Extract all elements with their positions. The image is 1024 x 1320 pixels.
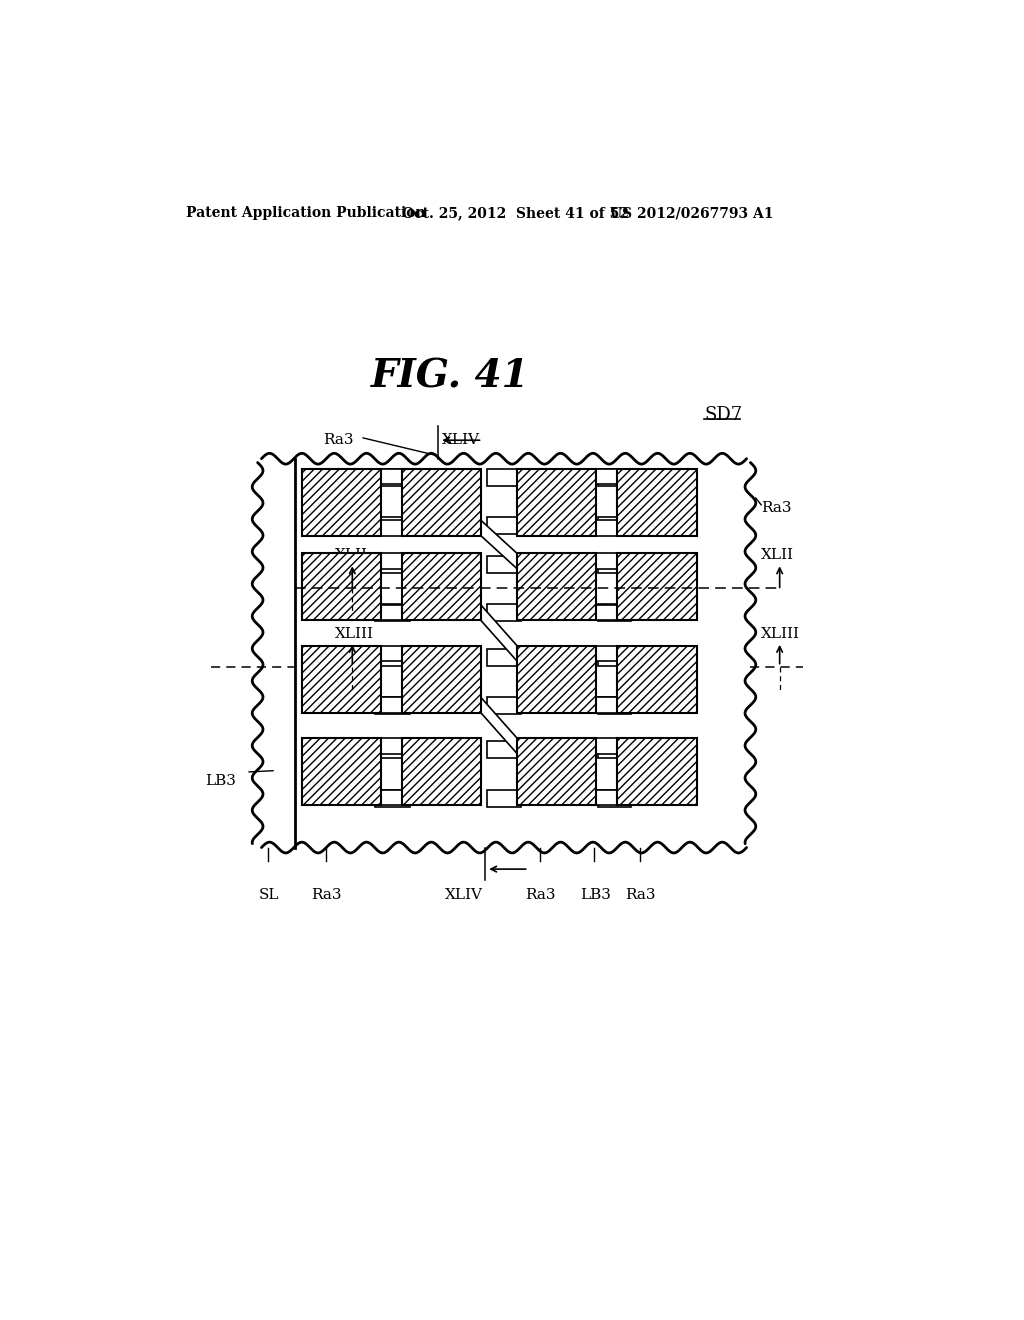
Bar bbox=[596, 469, 617, 484]
Text: Ra3: Ra3 bbox=[310, 887, 341, 902]
Bar bbox=[617, 738, 696, 805]
Polygon shape bbox=[376, 789, 410, 807]
Text: LB3: LB3 bbox=[205, 775, 237, 788]
Polygon shape bbox=[376, 556, 410, 573]
Bar bbox=[617, 553, 696, 620]
Bar bbox=[517, 738, 596, 805]
Polygon shape bbox=[598, 742, 631, 758]
Polygon shape bbox=[376, 649, 410, 665]
Polygon shape bbox=[487, 517, 521, 535]
Bar bbox=[596, 645, 617, 661]
Polygon shape bbox=[487, 697, 521, 714]
Text: Ra3: Ra3 bbox=[524, 887, 555, 902]
Polygon shape bbox=[409, 459, 959, 847]
Bar bbox=[301, 738, 381, 805]
Text: LB3: LB3 bbox=[581, 887, 611, 902]
Bar bbox=[295, 459, 751, 847]
Text: XLIII: XLIII bbox=[335, 627, 374, 640]
Polygon shape bbox=[481, 520, 517, 569]
Bar bbox=[517, 469, 596, 536]
Text: Oct. 25, 2012  Sheet 41 of 52: Oct. 25, 2012 Sheet 41 of 52 bbox=[401, 206, 629, 220]
Polygon shape bbox=[487, 742, 521, 758]
Bar bbox=[381, 520, 401, 536]
Text: Ra3: Ra3 bbox=[324, 433, 354, 447]
Bar bbox=[258, 459, 295, 847]
Polygon shape bbox=[376, 469, 410, 486]
Bar bbox=[401, 469, 481, 536]
Text: FIG. 41: FIG. 41 bbox=[371, 358, 529, 395]
Polygon shape bbox=[376, 742, 410, 758]
Bar bbox=[301, 645, 381, 713]
Polygon shape bbox=[376, 697, 410, 714]
Text: XLII: XLII bbox=[335, 548, 368, 562]
Polygon shape bbox=[487, 789, 521, 807]
Text: US 2012/0267793 A1: US 2012/0267793 A1 bbox=[609, 206, 773, 220]
Polygon shape bbox=[598, 469, 631, 486]
Polygon shape bbox=[376, 605, 410, 622]
Bar bbox=[401, 738, 481, 805]
Bar bbox=[381, 469, 401, 484]
Bar bbox=[596, 520, 617, 536]
Bar bbox=[596, 553, 617, 569]
Bar bbox=[596, 697, 617, 713]
Bar bbox=[301, 553, 381, 620]
Polygon shape bbox=[598, 697, 631, 714]
Polygon shape bbox=[598, 517, 631, 535]
Bar bbox=[381, 738, 401, 754]
Text: XLII: XLII bbox=[761, 548, 795, 562]
Bar bbox=[517, 645, 596, 713]
Bar bbox=[517, 553, 596, 620]
Text: Patent Application Publication: Patent Application Publication bbox=[186, 206, 426, 220]
Polygon shape bbox=[481, 605, 517, 661]
Bar bbox=[596, 738, 617, 754]
Polygon shape bbox=[487, 556, 521, 573]
Polygon shape bbox=[481, 697, 517, 754]
Text: XLIV: XLIV bbox=[444, 887, 482, 902]
Bar bbox=[381, 697, 401, 713]
Bar bbox=[596, 789, 617, 805]
Bar bbox=[596, 605, 617, 620]
Polygon shape bbox=[598, 556, 631, 573]
Polygon shape bbox=[487, 469, 521, 486]
Text: SD7: SD7 bbox=[705, 407, 742, 424]
Bar bbox=[617, 469, 696, 536]
Polygon shape bbox=[607, 459, 1024, 847]
Bar bbox=[258, 459, 751, 847]
Polygon shape bbox=[487, 605, 521, 622]
Text: Ra3: Ra3 bbox=[625, 887, 655, 902]
Polygon shape bbox=[598, 605, 631, 622]
Text: XLIII: XLIII bbox=[761, 627, 800, 640]
Bar bbox=[381, 605, 401, 620]
Bar bbox=[617, 645, 696, 713]
Text: Ra3: Ra3 bbox=[761, 502, 792, 515]
Text: SL: SL bbox=[259, 887, 280, 902]
Polygon shape bbox=[487, 649, 521, 665]
Polygon shape bbox=[376, 517, 410, 535]
Polygon shape bbox=[598, 789, 631, 807]
Bar bbox=[401, 645, 481, 713]
Bar bbox=[401, 553, 481, 620]
Text: XLIV: XLIV bbox=[441, 433, 479, 447]
Polygon shape bbox=[598, 649, 631, 665]
Bar bbox=[381, 553, 401, 569]
Bar bbox=[301, 469, 381, 536]
Bar bbox=[381, 789, 401, 805]
Bar bbox=[381, 645, 401, 661]
